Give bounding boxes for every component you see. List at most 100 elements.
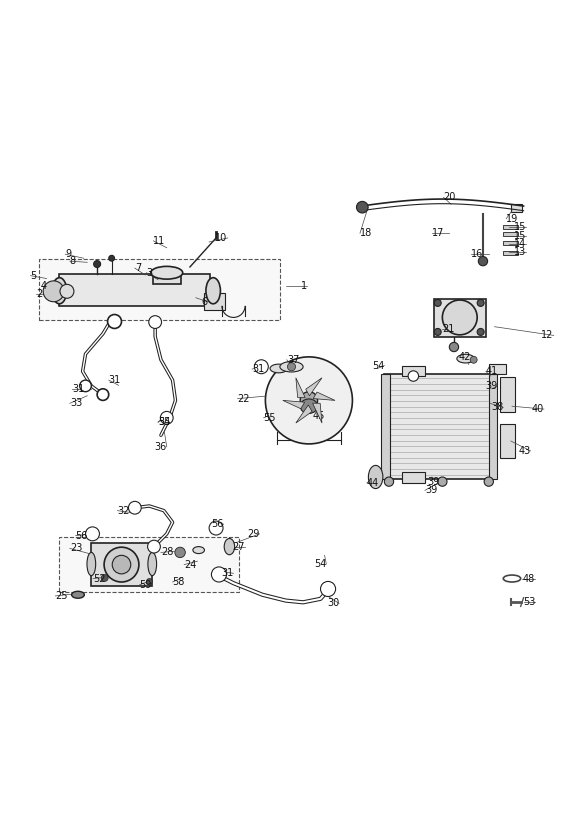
Ellipse shape <box>72 592 85 598</box>
Text: 15: 15 <box>514 222 526 232</box>
Circle shape <box>449 343 459 352</box>
Text: 21: 21 <box>442 324 455 334</box>
Bar <box>503 232 518 236</box>
Circle shape <box>160 411 173 424</box>
Ellipse shape <box>87 552 96 576</box>
Circle shape <box>477 299 484 307</box>
Ellipse shape <box>300 399 318 414</box>
Text: 54: 54 <box>372 361 384 371</box>
Text: 24: 24 <box>184 559 196 569</box>
Text: 17: 17 <box>432 228 444 238</box>
Bar <box>503 250 518 255</box>
Circle shape <box>321 582 336 597</box>
Ellipse shape <box>151 266 182 279</box>
Circle shape <box>254 360 268 374</box>
Ellipse shape <box>280 362 303 372</box>
FancyBboxPatch shape <box>39 260 280 321</box>
Text: 29: 29 <box>247 529 259 539</box>
Bar <box>205 293 225 311</box>
Text: 39: 39 <box>427 476 440 487</box>
Circle shape <box>408 371 419 382</box>
Circle shape <box>300 391 318 409</box>
Text: 14: 14 <box>514 239 526 249</box>
Circle shape <box>442 300 477 335</box>
Text: 52: 52 <box>93 574 106 583</box>
Text: 35: 35 <box>158 418 170 428</box>
Bar <box>503 241 518 245</box>
Circle shape <box>101 574 108 582</box>
Ellipse shape <box>457 354 474 363</box>
Text: 2: 2 <box>36 289 43 299</box>
Text: 41: 41 <box>486 367 498 377</box>
Text: 1: 1 <box>301 281 307 291</box>
Circle shape <box>94 260 101 268</box>
Text: 13: 13 <box>514 247 526 257</box>
Bar <box>402 472 425 483</box>
Text: 4: 4 <box>41 280 47 291</box>
Text: 25: 25 <box>55 591 68 601</box>
Text: 40: 40 <box>532 404 544 414</box>
Ellipse shape <box>148 552 157 576</box>
Text: 39: 39 <box>425 485 437 495</box>
Polygon shape <box>296 405 312 423</box>
Text: 6: 6 <box>201 297 208 307</box>
Text: 7: 7 <box>135 263 141 273</box>
Circle shape <box>175 547 185 558</box>
Text: 12: 12 <box>542 330 554 340</box>
Circle shape <box>86 527 100 541</box>
Bar <box>153 273 181 284</box>
Text: 23: 23 <box>70 543 82 554</box>
Circle shape <box>265 357 352 444</box>
Text: 54: 54 <box>314 559 326 569</box>
Bar <box>381 374 390 479</box>
Text: 38: 38 <box>491 402 503 412</box>
Text: 56: 56 <box>76 531 88 541</box>
Ellipse shape <box>503 575 521 582</box>
Polygon shape <box>312 403 322 423</box>
Ellipse shape <box>368 466 383 489</box>
Circle shape <box>356 201 368 213</box>
Text: 9: 9 <box>65 249 71 260</box>
Bar <box>503 225 518 228</box>
Text: 10: 10 <box>216 233 228 243</box>
Text: 53: 53 <box>523 597 535 607</box>
Bar <box>489 374 497 479</box>
Circle shape <box>128 501 141 514</box>
Text: 28: 28 <box>161 547 173 557</box>
Text: 36: 36 <box>154 442 167 452</box>
Text: 39: 39 <box>485 381 497 391</box>
Ellipse shape <box>52 278 66 304</box>
Circle shape <box>146 578 152 584</box>
Text: 31: 31 <box>109 375 121 385</box>
Text: 30: 30 <box>327 598 339 608</box>
Text: 43: 43 <box>518 446 531 456</box>
Text: 37: 37 <box>287 355 299 365</box>
Ellipse shape <box>224 539 234 555</box>
Text: 11: 11 <box>153 236 166 246</box>
Polygon shape <box>313 392 335 400</box>
Text: 20: 20 <box>444 192 456 203</box>
Ellipse shape <box>270 364 287 372</box>
Circle shape <box>212 567 227 582</box>
Circle shape <box>287 363 296 371</box>
Text: 42: 42 <box>459 352 472 362</box>
Text: 44: 44 <box>367 478 379 488</box>
Ellipse shape <box>206 278 220 304</box>
Text: 59: 59 <box>139 580 152 590</box>
Polygon shape <box>283 400 305 409</box>
Text: 22: 22 <box>237 394 250 404</box>
Text: 48: 48 <box>523 574 535 583</box>
Circle shape <box>484 477 493 486</box>
Text: 54: 54 <box>158 417 170 427</box>
Text: 56: 56 <box>211 519 224 529</box>
Bar <box>92 542 152 586</box>
Text: 31: 31 <box>72 384 85 394</box>
Circle shape <box>149 316 161 329</box>
Circle shape <box>97 389 109 400</box>
Circle shape <box>434 329 441 335</box>
Text: 58: 58 <box>173 577 185 587</box>
Text: 5: 5 <box>30 270 37 281</box>
Circle shape <box>147 541 160 553</box>
Circle shape <box>477 329 484 335</box>
Circle shape <box>384 477 394 486</box>
